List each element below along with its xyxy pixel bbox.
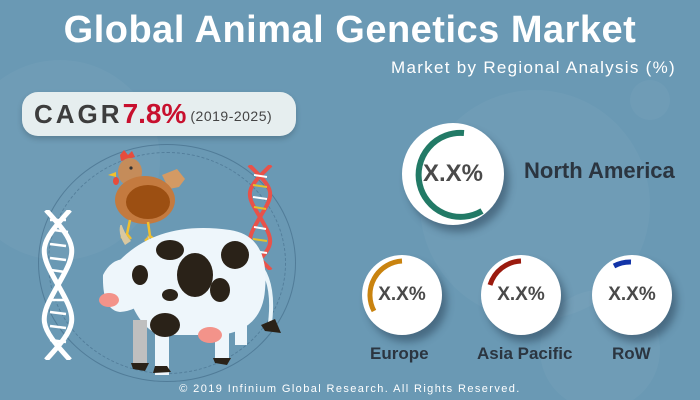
row-arc-icon xyxy=(612,259,632,269)
europe-label: Europe xyxy=(370,344,429,363)
chicken-icon xyxy=(108,150,185,242)
page-subtitle: Market by Regional Analysis (%) xyxy=(390,58,676,77)
asia-pacific-value: X.X% xyxy=(497,284,545,305)
north-america-label: North America xyxy=(524,158,675,183)
asia-pacific-value-circle: X.X% xyxy=(481,255,561,335)
north-america-value: X.X% xyxy=(422,160,484,187)
dna-helix-white-icon xyxy=(41,210,75,360)
asia-pacific-label: Asia Pacific xyxy=(477,344,573,363)
europe-value: X.X% xyxy=(378,284,426,305)
cagr-label: CAGR xyxy=(34,98,123,129)
north-america-value-circle: X.X% xyxy=(402,123,504,225)
copyright-footer: © 2019 Infinium Global Research. All Rig… xyxy=(179,383,521,395)
row-value-circle: X.X% xyxy=(592,255,672,335)
europe-arc-icon xyxy=(367,258,403,313)
asia-pacific-arc-icon xyxy=(487,258,522,286)
background-decoration xyxy=(630,80,670,120)
animal-illustration xyxy=(30,140,320,382)
cow-icon xyxy=(99,225,281,375)
europe-value-circle: X.X% xyxy=(362,255,442,335)
page-title: Global Animal Genetics Market xyxy=(63,9,637,51)
decorative-ring xyxy=(38,144,296,382)
north-america-arc-icon xyxy=(415,129,484,220)
cagr-badge: CAGR 7.8% (2019-2025) xyxy=(22,92,296,136)
row-label: RoW xyxy=(612,344,651,363)
row-value: X.X% xyxy=(608,284,656,305)
cagr-value: 7.8% xyxy=(122,98,187,129)
cagr-period: (2019-2025) xyxy=(190,107,273,124)
